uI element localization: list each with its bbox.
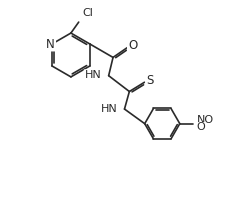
- Text: Cl: Cl: [82, 8, 93, 18]
- Text: O: O: [197, 122, 206, 132]
- Text: HN: HN: [85, 70, 101, 80]
- Text: HN: HN: [100, 104, 117, 114]
- Text: O: O: [128, 39, 137, 52]
- Text: N: N: [46, 38, 55, 51]
- Text: S: S: [146, 74, 153, 87]
- Text: NO: NO: [197, 115, 214, 125]
